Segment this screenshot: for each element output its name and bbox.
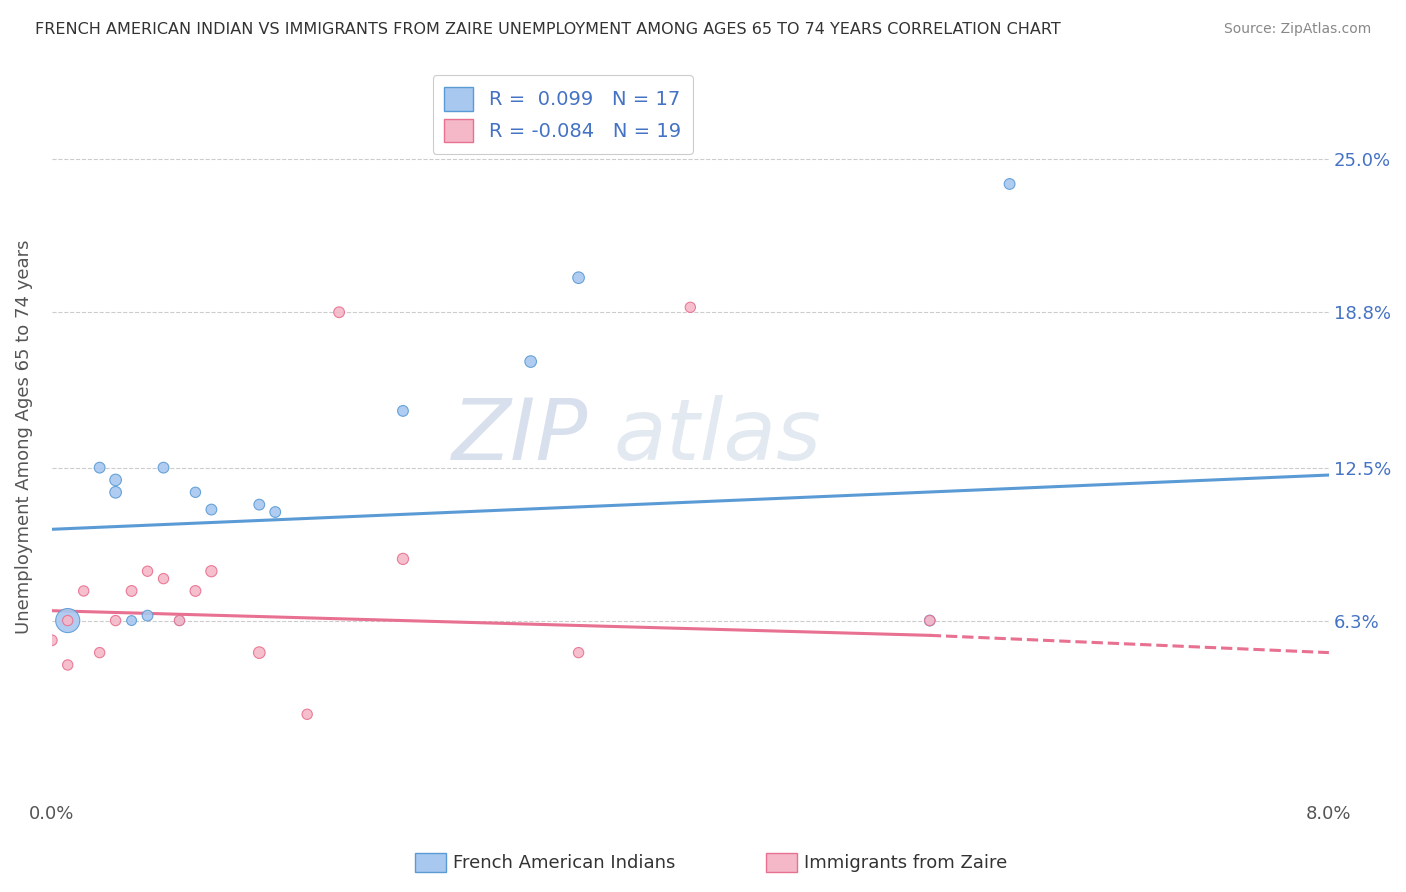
Text: ZIP: ZIP bbox=[451, 395, 588, 478]
Point bbox=[247, 498, 270, 512]
Text: Immigrants from Zaire: Immigrants from Zaire bbox=[804, 854, 1008, 871]
Text: FRENCH AMERICAN INDIAN VS IMMIGRANTS FROM ZAIRE UNEMPLOYMENT AMONG AGES 65 TO 74: FRENCH AMERICAN INDIAN VS IMMIGRANTS FRO… bbox=[35, 22, 1062, 37]
Text: atlas: atlas bbox=[613, 395, 821, 478]
Point bbox=[247, 646, 270, 660]
Point bbox=[184, 584, 207, 599]
Point bbox=[264, 505, 287, 519]
Point bbox=[136, 608, 159, 623]
Point bbox=[295, 707, 318, 722]
Point bbox=[519, 354, 541, 368]
Text: French American Indians: French American Indians bbox=[453, 854, 675, 871]
Point bbox=[89, 646, 111, 660]
Point bbox=[56, 657, 79, 672]
Point bbox=[41, 633, 63, 648]
Point bbox=[56, 614, 79, 628]
Y-axis label: Unemployment Among Ages 65 to 74 years: Unemployment Among Ages 65 to 74 years bbox=[15, 240, 32, 634]
Point bbox=[679, 301, 702, 315]
Point bbox=[104, 614, 127, 628]
Point bbox=[56, 614, 79, 628]
Point bbox=[568, 646, 591, 660]
Point bbox=[89, 460, 111, 475]
Point bbox=[169, 614, 191, 628]
Point bbox=[392, 404, 415, 418]
Point bbox=[121, 614, 143, 628]
Point bbox=[392, 552, 415, 566]
Point bbox=[136, 564, 159, 578]
Point bbox=[73, 584, 96, 599]
Point bbox=[568, 270, 591, 285]
Point bbox=[200, 502, 222, 516]
Legend: R =  0.099   N = 17, R = -0.084   N = 19: R = 0.099 N = 17, R = -0.084 N = 19 bbox=[433, 76, 693, 154]
Point bbox=[104, 485, 127, 500]
Point bbox=[918, 614, 941, 628]
Point bbox=[998, 177, 1021, 191]
Point bbox=[152, 460, 174, 475]
Point bbox=[184, 485, 207, 500]
Text: Source: ZipAtlas.com: Source: ZipAtlas.com bbox=[1223, 22, 1371, 37]
Point bbox=[200, 564, 222, 578]
Point bbox=[104, 473, 127, 487]
Point bbox=[121, 584, 143, 599]
Point bbox=[918, 614, 941, 628]
Point bbox=[152, 572, 174, 586]
Point bbox=[169, 614, 191, 628]
Point bbox=[328, 305, 350, 319]
